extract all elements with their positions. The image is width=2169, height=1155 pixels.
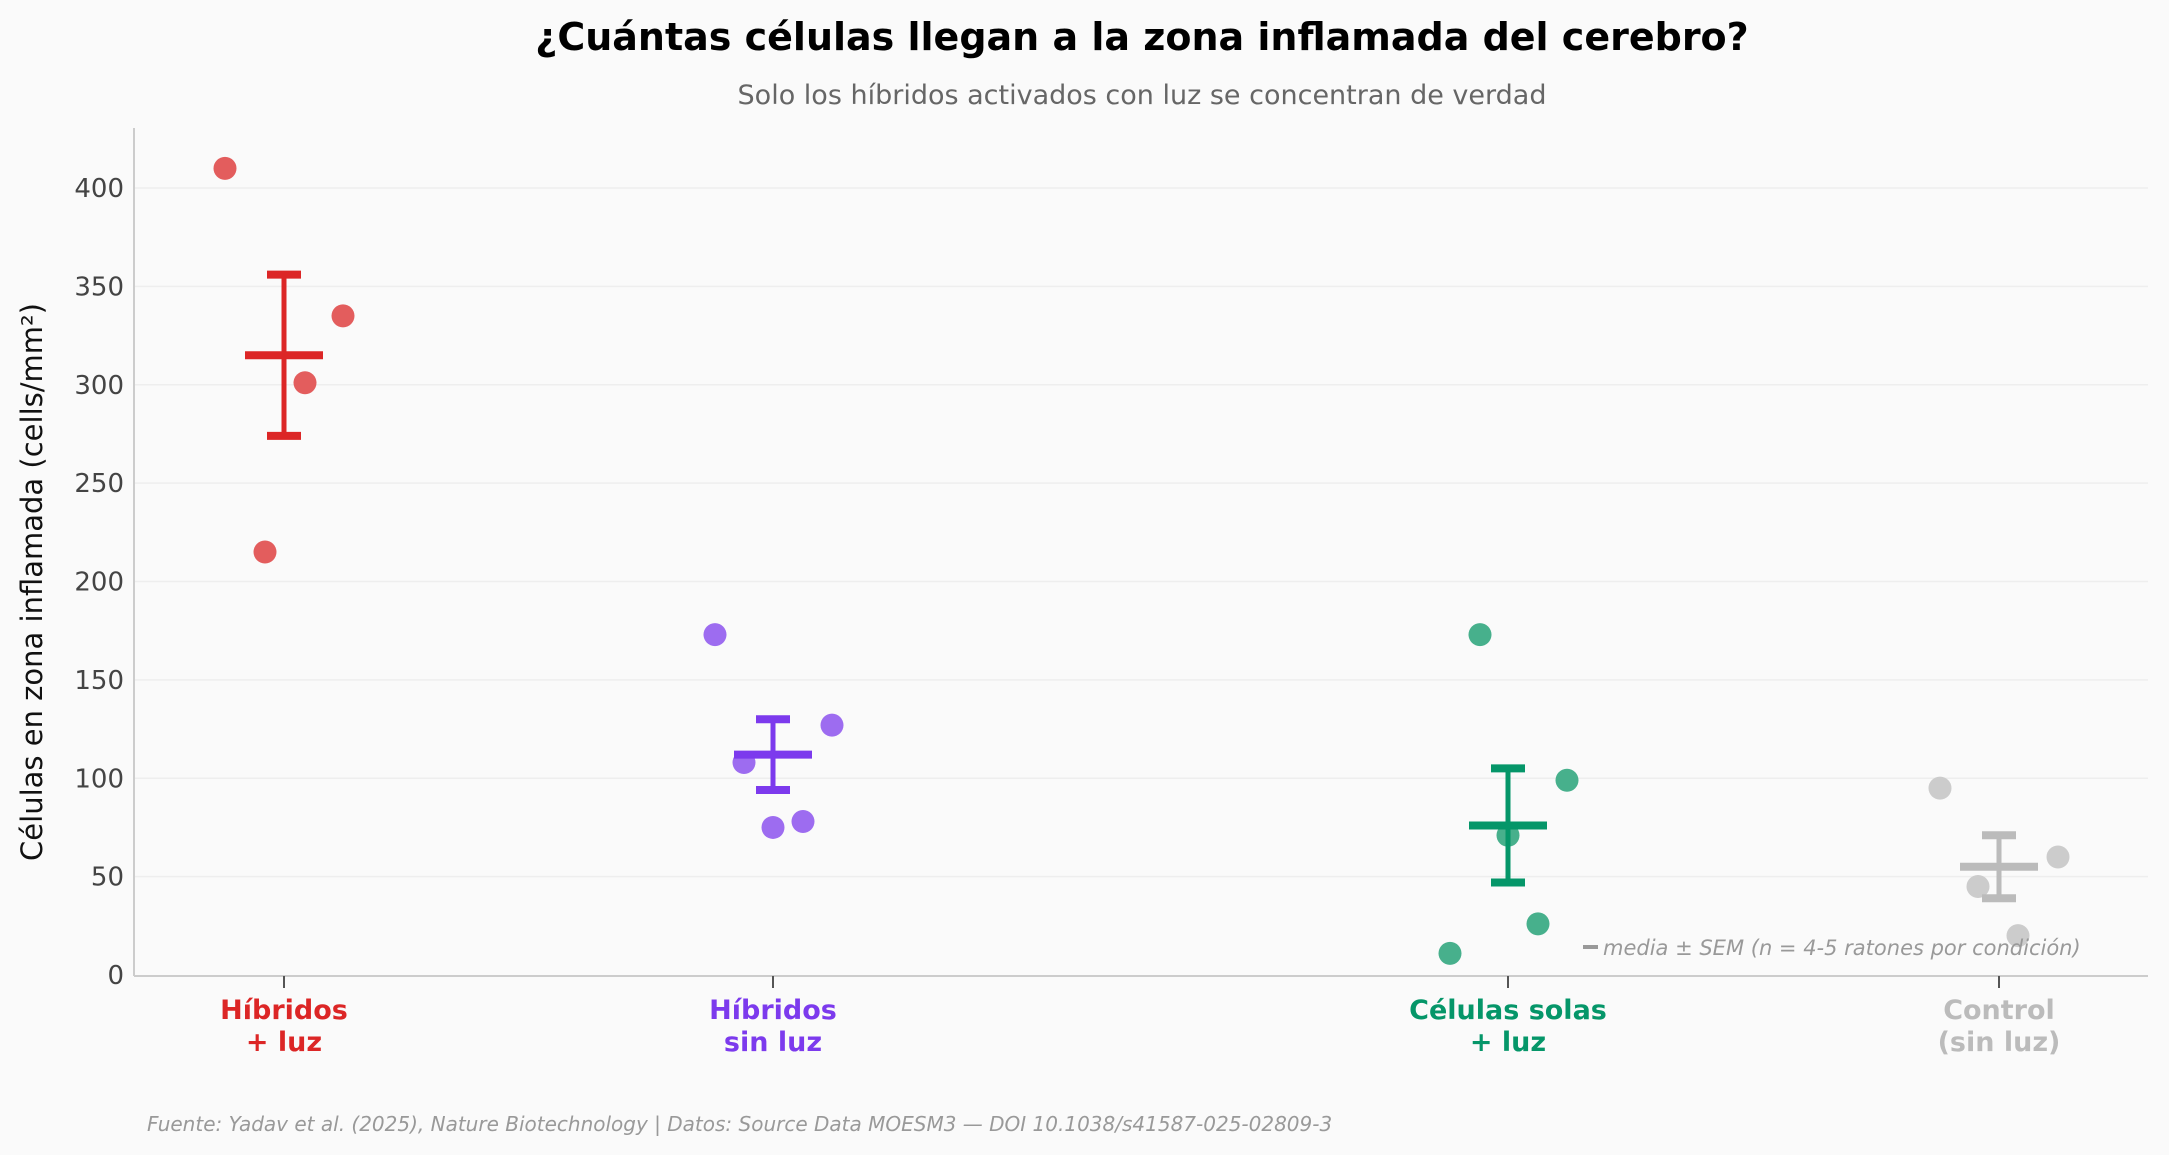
category-label: + luz [246, 1027, 322, 1058]
data-point [293, 371, 317, 395]
data-point [1438, 941, 1462, 965]
y-tick-label: 150 [74, 666, 124, 696]
category-label: Híbridos [220, 995, 348, 1026]
data-point [331, 304, 355, 328]
data-point [791, 810, 815, 834]
category-label: sin luz [724, 1027, 822, 1058]
category-label: Células solas [1409, 995, 1607, 1026]
y-tick-label: 350 [74, 272, 124, 302]
chart-title: ¿Cuántas células llegan a la zona inflam… [535, 15, 1748, 59]
data-point [2046, 845, 2070, 869]
y-tick-label: 400 [74, 174, 124, 204]
category-label: Control [1943, 995, 2055, 1026]
data-point [253, 540, 277, 564]
group-2: Células solas+ luz [1409, 623, 1607, 1058]
data-point [1555, 768, 1579, 792]
y-tick-label: 250 [74, 469, 124, 499]
data-point [1928, 776, 1952, 800]
y-tick-label: 50 [91, 863, 124, 893]
data-point [820, 713, 844, 737]
data-point [1468, 623, 1492, 647]
data-point [1966, 874, 1990, 898]
y-tick-label: 0 [107, 961, 124, 991]
data-point [761, 815, 785, 839]
chart-subtitle: Solo los híbridos activados con luz se c… [738, 80, 1547, 111]
y-axis-label: Células en zona inflamada (cells/mm²) [15, 303, 49, 861]
group-3: Control(sin luz) [1928, 776, 2070, 1058]
group-0: Híbridos+ luz [213, 156, 355, 1058]
data-point [1526, 912, 1550, 936]
y-tick-label: 200 [74, 568, 124, 598]
data-point [213, 156, 237, 180]
y-tick-label: 100 [74, 764, 124, 794]
y-tick-label: 300 [74, 371, 124, 401]
legend-note: media ± SEM (n = 4-5 ratones por condici… [1583, 936, 2081, 960]
data-point [2006, 924, 2030, 948]
data-point [703, 623, 727, 647]
footer-source: Fuente: Yadav et al. (2025), Nature Biot… [147, 1112, 1332, 1136]
annotation-text: media ± SEM (n = 4-5 ratones por condici… [1603, 936, 2081, 960]
category-label: Híbridos [709, 995, 837, 1026]
category-label: (sin luz) [1938, 1027, 2061, 1058]
category-label: + luz [1470, 1027, 1546, 1058]
